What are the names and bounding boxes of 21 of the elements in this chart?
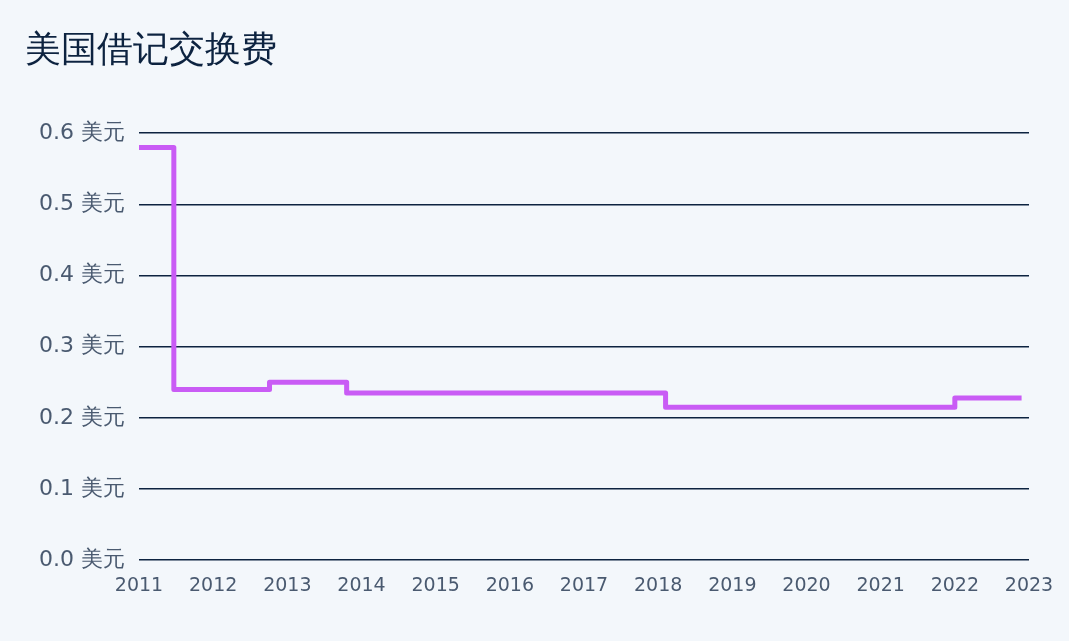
chart-title: 美国借记交换费: [25, 27, 277, 69]
x-tick-label: 2018: [633, 572, 683, 595]
x-tick-label: 2019: [708, 572, 757, 595]
y-tick-label: 0.0 美元: [39, 545, 125, 571]
x-tick-label: 2011: [114, 572, 164, 595]
y-tick-label: 0.5 美元: [39, 190, 125, 216]
x-tick-label: 2012: [188, 572, 238, 595]
x-tick-label: 2017: [559, 572, 609, 595]
x-tick-label: 2016: [485, 572, 534, 595]
x-tick-label: 2021: [856, 572, 905, 595]
y-tick-label: 0.6 美元: [39, 118, 125, 144]
x-tick-label: 2014: [337, 572, 386, 595]
y-tick-label: 0.1 美元: [39, 474, 125, 500]
y-tick-label: 0.3 美元: [39, 332, 125, 358]
x-tick-label: 2022: [930, 572, 980, 595]
x-tick-label: 2020: [782, 572, 831, 595]
y-tick-label: 0.4 美元: [39, 261, 125, 287]
x-tick-label: 2013: [263, 572, 312, 595]
x-tick-label: 2023: [1004, 572, 1054, 595]
y-tick-label: 0.2 美元: [39, 403, 125, 429]
x-tick-label: 2015: [411, 572, 460, 595]
